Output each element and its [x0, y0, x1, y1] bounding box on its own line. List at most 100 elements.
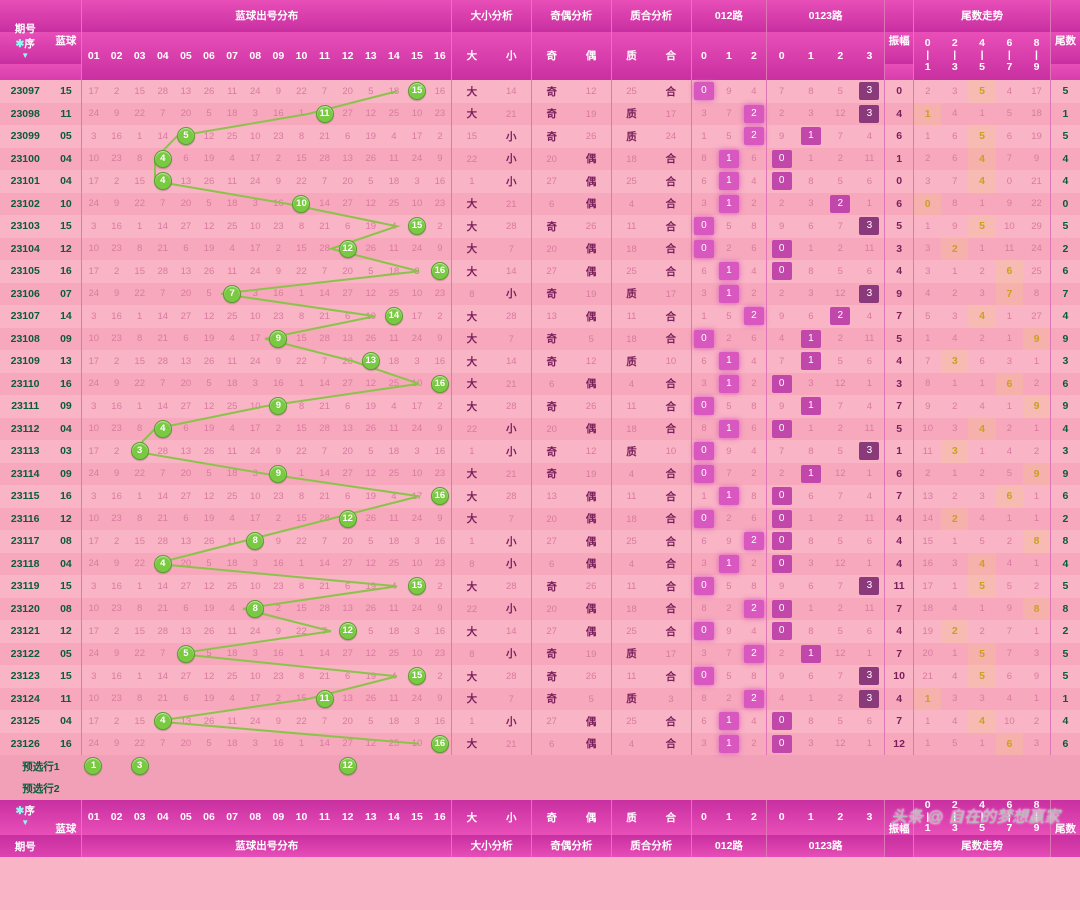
cell-lanqiu: 05	[50, 125, 82, 148]
miss-cell: 13	[174, 260, 197, 283]
cell-zhi: 18	[611, 148, 651, 171]
header-ball-08[interactable]: 08	[244, 32, 267, 81]
cell-tail: 1	[1023, 508, 1050, 531]
miss-cell: 24	[244, 350, 267, 373]
cell-012-miss: 9	[716, 80, 741, 103]
miss-cell: 27	[174, 665, 197, 688]
cell-lanqiu: 11	[50, 688, 82, 711]
miss-cell: 25	[382, 283, 405, 306]
cell-xiao: 14	[492, 350, 532, 373]
cell-0123: 1	[796, 643, 825, 666]
cell-weishu: 4	[1050, 553, 1080, 576]
header-ball-10[interactable]: 10	[290, 32, 313, 81]
header-ball-05[interactable]: 05	[174, 32, 197, 81]
cell-012-miss: 4	[742, 440, 767, 463]
miss-cell: 14	[151, 215, 174, 238]
cell-012: 0	[691, 575, 716, 598]
cell-he: 合	[651, 508, 691, 531]
miss-cell: 14	[151, 305, 174, 328]
miss-cell: 3	[244, 283, 267, 306]
ball-cell: 16	[429, 260, 452, 283]
cell-tail: 3	[914, 238, 941, 261]
cell-0123-miss: 2	[826, 238, 855, 261]
miss-cell: 2	[429, 215, 452, 238]
cell-tail-hi: 1	[914, 688, 941, 711]
miss-cell: 3	[405, 260, 428, 283]
header-ball-16[interactable]: 16	[429, 32, 452, 81]
header-ball-14[interactable]: 14	[382, 32, 405, 81]
header-ball-12[interactable]: 12	[336, 32, 359, 81]
cell-tail-hi: 5	[968, 665, 995, 688]
cell-0123-miss: 6	[796, 215, 825, 238]
cell-tail: 2	[996, 530, 1023, 553]
presel-row-2[interactable]: 预选行2	[0, 778, 1080, 801]
cell-tail-hi: 5	[968, 80, 995, 103]
miss-cell: 26	[197, 440, 220, 463]
miss-cell: 23	[267, 125, 290, 148]
cell-0123-miss: 6	[855, 620, 884, 643]
header-ball-01[interactable]: 01	[82, 32, 105, 81]
miss-cell: 1	[290, 103, 313, 126]
miss-cell: 6	[336, 125, 359, 148]
chart-container: 期号✱序▼ 蓝球 蓝球出号分布 大小分析 奇偶分析 质合分析 012路 0123…	[0, 0, 1080, 857]
miss-cell: 24	[405, 328, 428, 351]
header-ball-07[interactable]: 07	[221, 32, 244, 81]
miss-cell: 10	[405, 373, 428, 396]
cell-ji: 奇	[531, 215, 571, 238]
miss-cell: 20	[174, 733, 197, 756]
ball-icon[interactable]: 1	[84, 757, 102, 775]
footer-ball: 06	[197, 800, 220, 835]
miss-cell: 10	[82, 598, 105, 621]
miss-cell: 17	[82, 170, 105, 193]
miss-cell: 7	[151, 373, 174, 396]
cell-tail-hi: 6	[996, 373, 1023, 396]
miss-cell: 10	[82, 148, 105, 171]
miss-cell: 25	[221, 215, 244, 238]
table-row: 23109131721528132611249227201318316大14奇1…	[0, 350, 1080, 373]
ball-cell: 4	[151, 148, 174, 171]
header-qihao[interactable]: 期号✱序▼	[0, 0, 50, 80]
cell-ou: 偶	[571, 148, 611, 171]
miss-cell: 12	[197, 575, 220, 598]
ball-icon[interactable]: 3	[131, 757, 149, 775]
header-ball-06[interactable]: 06	[197, 32, 220, 81]
cell-0123-miss: 12	[826, 103, 855, 126]
miss-cell: 27	[336, 553, 359, 576]
miss-cell: 26	[359, 328, 382, 351]
miss-cell: 23	[267, 665, 290, 688]
table-row: 231031531611427122510238216194152大28奇261…	[0, 215, 1080, 238]
miss-cell: 18	[221, 373, 244, 396]
header-ball-02[interactable]: 02	[105, 32, 128, 81]
cell-tail: 1	[996, 395, 1023, 418]
miss-cell: 3	[405, 620, 428, 643]
ball-icon: 16	[431, 487, 449, 505]
miss-cell: 3	[82, 575, 105, 598]
miss-cell: 16	[105, 305, 128, 328]
cell-tail-hi: 1	[914, 103, 941, 126]
header-ball-03[interactable]: 03	[128, 32, 151, 81]
miss-cell: 4	[382, 485, 405, 508]
header-ball-13[interactable]: 13	[359, 32, 382, 81]
miss-cell: 22	[128, 193, 151, 216]
cell-zhenfu: 5	[884, 418, 913, 441]
header-ball-09[interactable]: 09	[267, 32, 290, 81]
header-ball-11[interactable]: 11	[313, 32, 336, 81]
cell-tail: 2	[1023, 710, 1050, 733]
cell-weishu: 4	[1050, 710, 1080, 733]
header-ball-15[interactable]: 15	[405, 32, 428, 81]
miss-cell: 19	[359, 485, 382, 508]
cell-zhenfu: 4	[884, 620, 913, 643]
cell-tail-hi: 9	[1023, 328, 1050, 351]
miss-cell: 9	[267, 80, 290, 103]
presel-row-1[interactable]: 预选行11312	[0, 755, 1080, 778]
header-lanqiu[interactable]: 蓝球	[50, 0, 82, 80]
footer-sort[interactable]: ✱序▼期号	[0, 800, 50, 857]
miss-cell: 21	[313, 305, 336, 328]
cell-012: 1	[716, 193, 741, 216]
miss-cell: 8	[128, 688, 151, 711]
miss-cell: 12	[359, 283, 382, 306]
header-ball-04[interactable]: 04	[151, 32, 174, 81]
ball-icon[interactable]: 12	[339, 757, 357, 775]
ball-icon: 15	[408, 577, 426, 595]
cell-0123-miss: 9	[767, 215, 796, 238]
